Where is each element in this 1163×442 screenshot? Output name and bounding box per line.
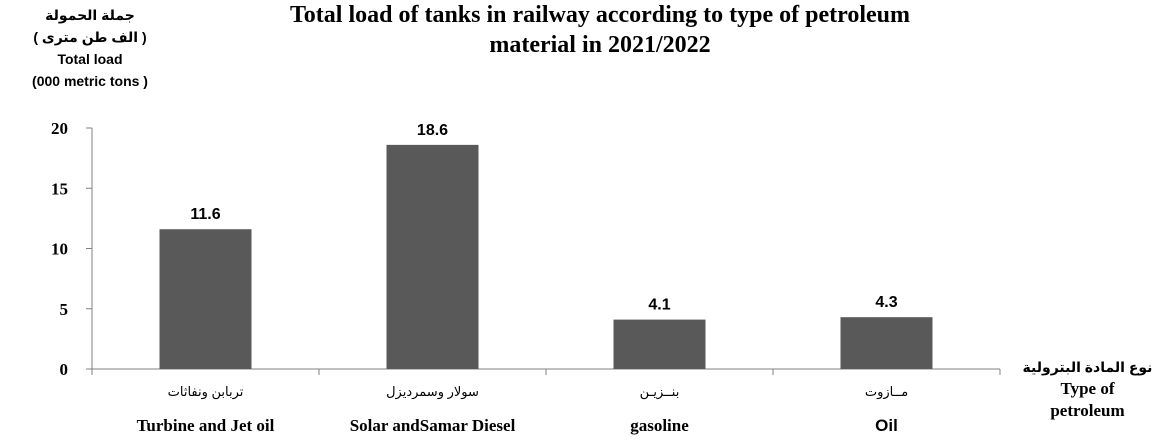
data-label: 18.6 [417, 122, 448, 139]
y-axis-label-english: Total load [57, 51, 123, 67]
y-tick-label: 20 [51, 119, 68, 138]
category-label-english: Oil [875, 416, 898, 435]
y-axis-label-english-unit: (000 metric tons ) [32, 73, 148, 89]
y-axis-label-arabic-unit: ( الف طن مترى ) [33, 29, 147, 45]
x-axis-label-english-line-1: Type of [1060, 379, 1115, 398]
x-axis-label-english-line-2: petroleum [1050, 401, 1125, 420]
category-label-arabic: سولار وسمرديزل [386, 384, 479, 399]
category-label-arabic: تربابن ونفاثات [167, 384, 244, 399]
data-label: 4.1 [648, 297, 670, 314]
y-tick-label: 0 [60, 360, 69, 379]
x-axis-label-arabic: نوع المادة البترولية [1022, 359, 1153, 375]
y-axis-label-arabic: جملة الحمولة [45, 7, 135, 23]
chart-title: Total load of tanks in railway according… [170, 0, 1030, 60]
data-label: 4.3 [875, 294, 897, 311]
category-label-english: gasoline [630, 416, 689, 435]
category-label-arabic: بنــزيـن [639, 384, 680, 399]
bar [159, 229, 252, 369]
x-axis-label: نوع المادة البترولية Type of petroleum [1012, 356, 1163, 422]
y-tick-label: 5 [60, 300, 69, 319]
bar [386, 144, 479, 369]
category-label-english: Solar andSamar Diesel [349, 416, 516, 435]
y-tick-label: 10 [51, 240, 68, 259]
category-label-arabic: مــازوت [864, 384, 909, 399]
bar [613, 319, 706, 369]
chart-title-line-1: Total load of tanks in railway according… [289, 2, 910, 28]
bar [840, 317, 933, 369]
category-label-english: Turbine and Jet oil [136, 416, 275, 435]
y-tick-label: 15 [51, 179, 68, 198]
y-axis-label: جملة الحمولة ( الف طن مترى ) Total load … [0, 4, 180, 92]
data-label: 11.6 [190, 206, 220, 223]
chart-title-line-2: material in 2021/2022 [489, 32, 711, 58]
